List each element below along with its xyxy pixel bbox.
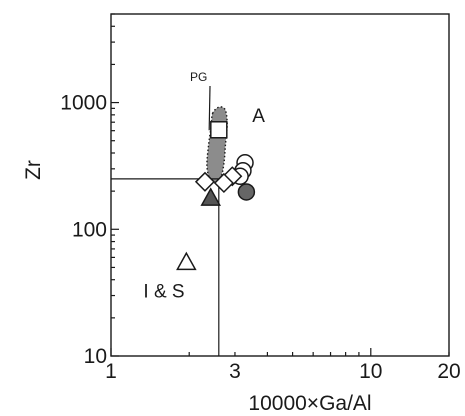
x-tick-label: 10 (359, 360, 382, 383)
plot-frame (110, 13, 450, 357)
y-tick-label: 100 (72, 218, 107, 241)
point-circle-filled (237, 183, 256, 201)
tick-layer (110, 13, 450, 357)
point-diamond-open (213, 172, 234, 194)
pg-leader-line (208, 85, 211, 131)
point-square-open (210, 121, 228, 139)
x-tick-label: 1 (105, 360, 117, 383)
region-label: A (252, 106, 265, 127)
point-triangle-open (176, 251, 197, 271)
x-axis-label: 10000×Ga/Al (248, 392, 371, 415)
point-triangle-filled (200, 187, 221, 206)
y-axis-label: Zr (22, 160, 45, 180)
y-tick-label: 1000 (60, 92, 107, 115)
point-diamond-open (194, 171, 216, 192)
x-tick-label: 20 (437, 360, 460, 383)
x-tick-label: 3 (229, 360, 241, 383)
field-label-pg: PG (190, 70, 207, 84)
region-label: I & S (143, 281, 184, 302)
points-layer (176, 121, 256, 271)
text-layer: Zr 10000×Ga/Al PG 10 100 1000 1 3 10 20 A I & S (22, 70, 461, 415)
y-tick-label: 10 (84, 345, 107, 368)
